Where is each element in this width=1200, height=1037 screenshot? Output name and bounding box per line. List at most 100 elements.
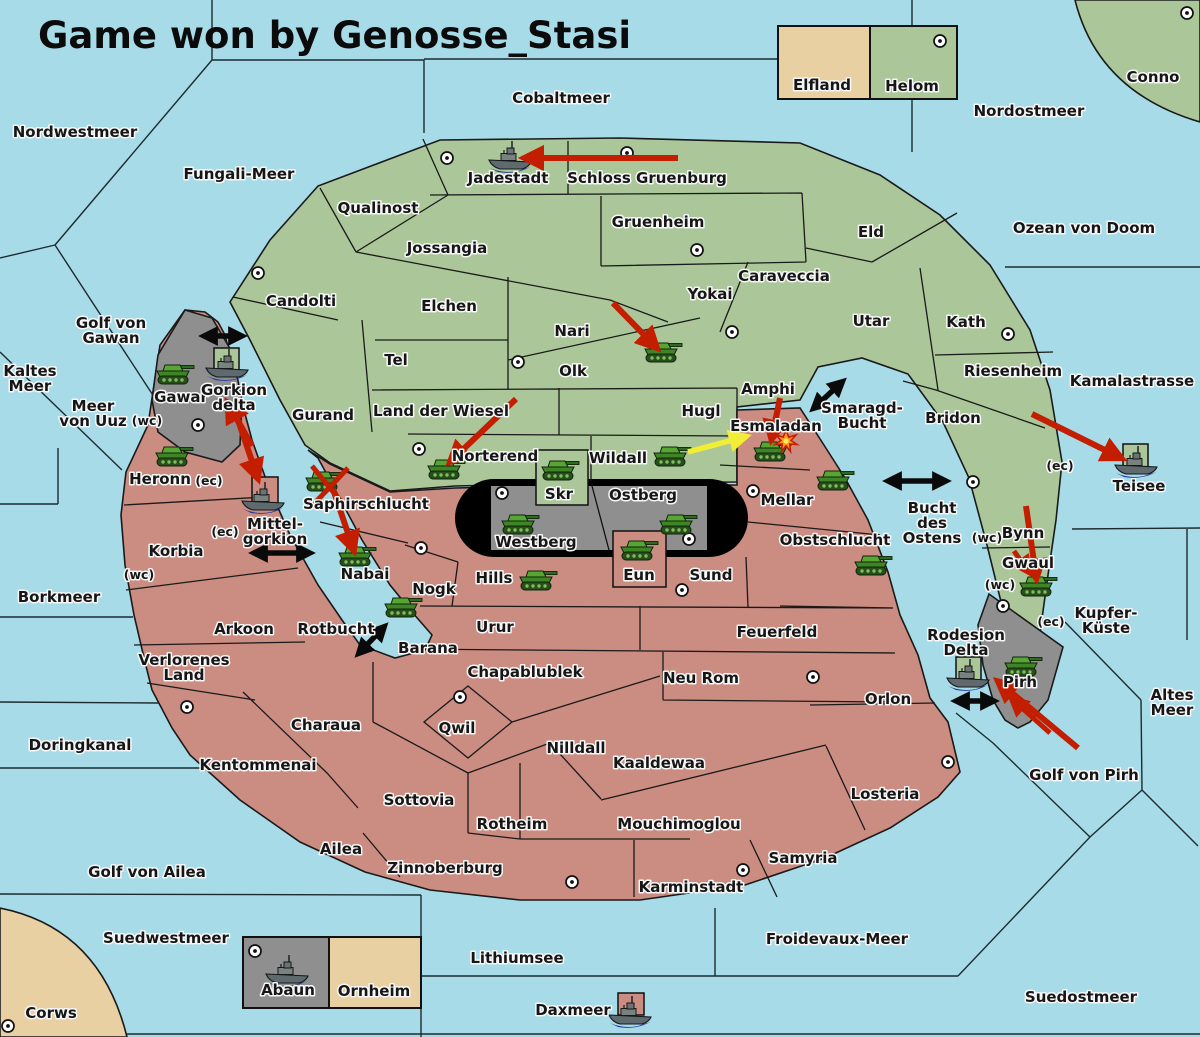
territory-label-elchen[interactable]: Elchen <box>420 296 479 317</box>
territory-label-yokai[interactable]: Yokai <box>685 284 734 305</box>
territory-label-mouchimoglou[interactable]: Mouchimoglou <box>616 814 742 835</box>
territory-label-nogk[interactable]: Nogk <box>411 579 459 600</box>
territory-label-candolti[interactable]: Candolti <box>264 291 337 312</box>
territory-label-tel[interactable]: Tel <box>383 350 410 371</box>
territory-label-teisee[interactable]: Teisee <box>1111 476 1167 497</box>
territory-label-arkoon[interactable]: Arkoon <box>213 619 276 640</box>
territory-corws[interactable] <box>0 907 128 1037</box>
territory-label-bynn[interactable]: Bynn <box>1000 523 1046 544</box>
territory-label-nari[interactable]: Nari <box>553 321 591 342</box>
territory-label-orlon[interactable]: Orlon <box>863 689 912 710</box>
territory-label-wildall[interactable]: Wildall <box>588 448 649 469</box>
city-icon <box>191 418 205 432</box>
labels-layer: Nordwestmeer Cobaltmeer Nordostmeer Conno Oz… <box>2 67 1196 1024</box>
coast-marker-wc: (wc) <box>124 567 154 582</box>
continent-green-helom[interactable] <box>229 137 1063 635</box>
territory-label-amphi[interactable]: Amphi <box>740 379 797 400</box>
territory-label-riesenheim[interactable]: Riesenheim <box>962 361 1063 382</box>
territory-label-ostberg[interactable]: Ostberg <box>608 485 679 506</box>
territory-label-saphirschlucht[interactable]: Saphirschlucht <box>302 494 431 515</box>
territory-label-chapablublek[interactable]: Chapablublek <box>466 662 585 683</box>
sea-label-ozean-von-doom: Ozean von Doom <box>1013 219 1155 237</box>
city-icon <box>251 266 265 280</box>
territory-label-urur[interactable]: Urur <box>475 617 516 638</box>
territory-label-ailea[interactable]: Ailea <box>318 839 363 860</box>
westberg-ostberg-border <box>591 485 610 551</box>
territory-label-gorkion-delta[interactable]: Gorkion delta <box>199 380 268 416</box>
territory-label-eun[interactable]: Eun <box>622 565 657 586</box>
city-icon <box>180 700 194 714</box>
territory-label-mittel-gorkion[interactable]: Mittel-gorkion <box>241 514 309 550</box>
territory-label-samyria[interactable]: Samyria <box>767 848 839 869</box>
territory-label-zinnoberburg[interactable]: Zinnoberburg <box>386 858 505 879</box>
city-icon <box>806 670 820 684</box>
territory-label-karminstadt[interactable]: Karminstadt <box>637 877 745 898</box>
territory-label-mellar[interactable]: Mellar <box>759 490 816 511</box>
territory-label-hugl[interactable]: Hugl <box>680 401 722 422</box>
city-icon <box>440 151 454 165</box>
territory-label-qwil[interactable]: Qwil <box>437 718 477 739</box>
territory-label-kath[interactable]: Kath <box>945 312 988 333</box>
city-icon <box>725 325 739 339</box>
territory-label-feuerfeld[interactable]: Feuerfeld <box>735 622 819 643</box>
territory-label-barana[interactable]: Barana <box>397 638 460 659</box>
territory-label-charaua[interactable]: Charaua <box>289 715 362 736</box>
territory-label-esmaladan[interactable]: Esmaladan <box>729 416 824 437</box>
territory-label-heronn[interactable]: Heronn <box>128 469 193 490</box>
territory-label-sund[interactable]: Sund <box>688 565 734 586</box>
territory-label-sottovia[interactable]: Sottovia <box>382 790 456 811</box>
territory-label-kentommenai[interactable]: Kentommenai <box>198 755 318 776</box>
territory-label-rotheim[interactable]: Rotheim <box>475 814 549 835</box>
territory-label-eld[interactable]: Eld <box>856 222 885 243</box>
territory-label-kaaldewaa[interactable]: Kaaldewaa <box>611 753 706 774</box>
territory-label-gawar[interactable]: Gawar <box>153 387 210 408</box>
territory-label-bridon[interactable]: Bridon <box>924 408 983 429</box>
territory-label-hills[interactable]: Hills <box>474 568 514 589</box>
continent-red[interactable] <box>120 309 961 901</box>
territory-label-westberg[interactable]: Westberg <box>494 532 578 553</box>
attack-arrows-layer <box>198 144 1128 751</box>
territory-label-utar[interactable]: Utar <box>851 311 891 332</box>
territory-label-losteria[interactable]: Losteria <box>849 784 921 805</box>
yellow-attack-arrow <box>687 429 752 455</box>
territory-label-gwaul[interactable]: Gwaul <box>1000 553 1055 574</box>
territory-label-verlorenes-land[interactable]: Verlorenes Land <box>137 650 231 686</box>
territory-label-pirh[interactable]: Pirh <box>1001 672 1038 693</box>
territory-label-gruenheim[interactable]: Gruenheim <box>610 212 706 233</box>
city-icon <box>933 34 947 48</box>
territory-label-norterend[interactable]: Norterend <box>450 446 540 467</box>
sea-label-doringkanal: Doringkanal <box>29 736 132 754</box>
territory-label-caraveccia[interactable]: Caraveccia <box>737 266 832 287</box>
territory-label-nilldall[interactable]: Nilldall <box>545 738 607 759</box>
sea-label-lithiumsee: Lithiumsee <box>470 949 563 967</box>
territory-label-obstschlucht[interactable]: Obstschlucht <box>778 530 892 551</box>
territory-label-jossangia[interactable]: Jossangia <box>404 238 489 259</box>
city-icon <box>675 583 689 597</box>
city-icon <box>1 1019 15 1033</box>
territory-label-qualinost[interactable]: Qualinost <box>336 198 420 219</box>
territory-label-korbia[interactable]: Korbia <box>147 541 205 562</box>
legend-label-ornheim: Ornheim <box>338 982 410 1000</box>
sea-label-altes-meer: Altes Meer <box>1150 686 1193 719</box>
coast-marker-ec: (ec) <box>1046 458 1073 473</box>
territory-label-schloss-gruenburg[interactable]: Schloss Gruenburg <box>566 168 729 189</box>
territory-label-land-der-wiesel[interactable]: Land der Wiesel <box>372 401 511 422</box>
sea-link-arrow <box>354 622 389 658</box>
city-icon <box>511 355 525 369</box>
sea-label-daxmeer: Daxmeer <box>535 1001 611 1019</box>
territory-label-olk[interactable]: Olk <box>558 361 590 382</box>
territory-label-gurand[interactable]: Gurand <box>291 405 356 426</box>
territory-label-jadestadt[interactable]: Jadestadt <box>465 168 550 189</box>
territory-label-skr[interactable]: Skr <box>543 484 575 505</box>
city-icon <box>412 442 426 456</box>
city-icon <box>1180 6 1194 20</box>
territory-label-neu-rom[interactable]: Neu Rom <box>661 668 740 689</box>
territory-label-nabai[interactable]: Nabai <box>339 564 391 585</box>
legend-label-helom: Helom <box>885 77 939 95</box>
red-territory-borders <box>123 464 936 898</box>
coast-marker-wc: (wc) <box>972 530 1002 545</box>
territory-label-rodesion-delta[interactable]: Rodesion Delta <box>926 625 1007 661</box>
green-territory-borders <box>232 138 1054 549</box>
legend-label-abaun: Abaun <box>261 981 315 999</box>
territory-label-conno[interactable]: Conno <box>1125 67 1181 88</box>
